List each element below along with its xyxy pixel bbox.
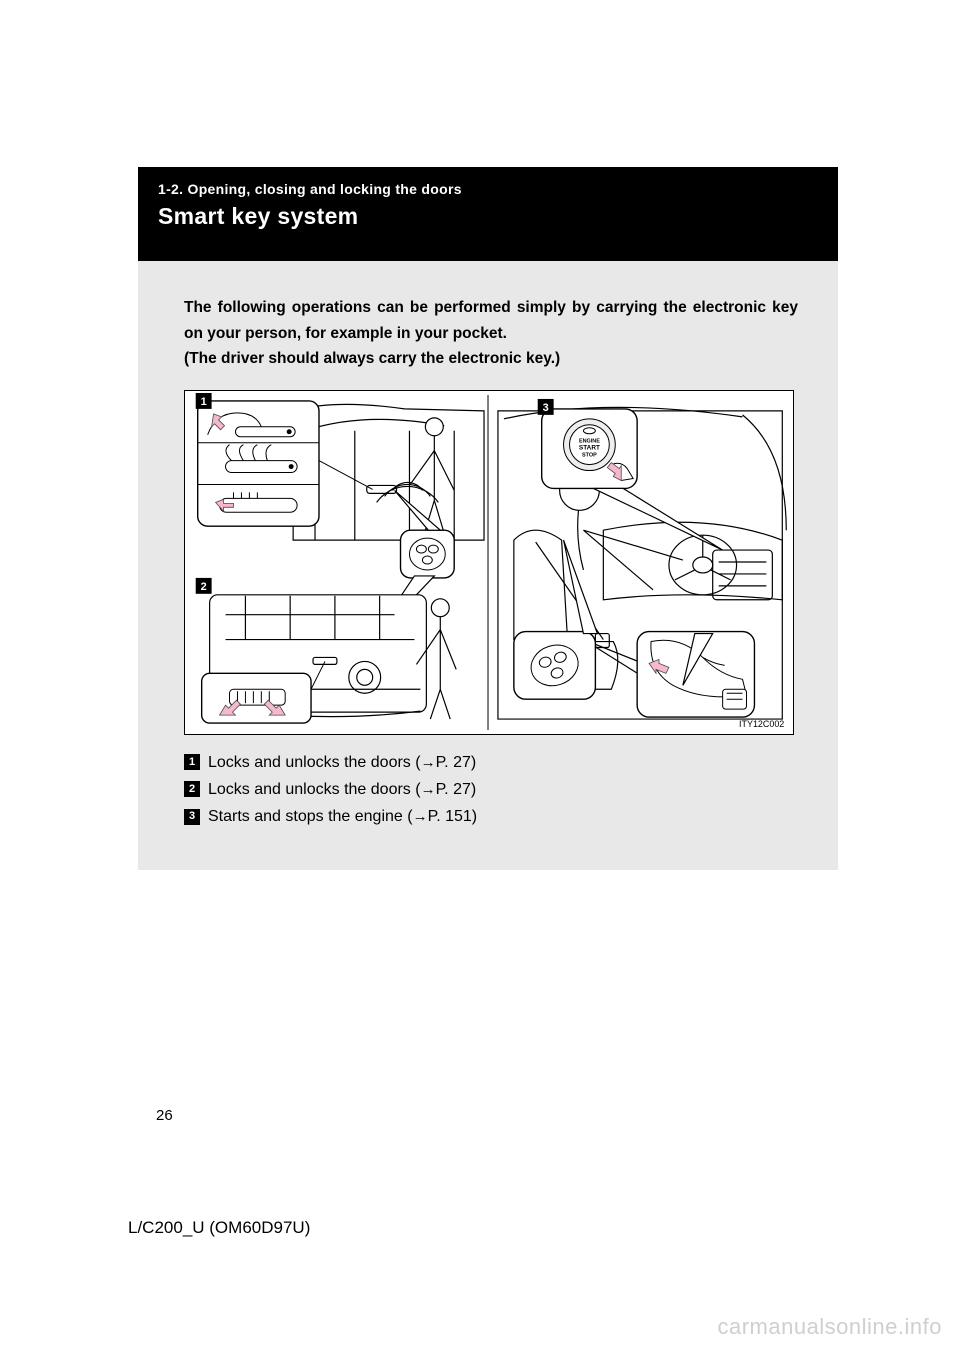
content-panel: The following operations can be performe…	[138, 261, 838, 870]
watermark: carmanualsonline.info	[717, 1314, 942, 1340]
smart-key-diagram-svg: 1	[185, 391, 793, 734]
page-number: 26	[156, 1107, 173, 1124]
figure-image-code: ITY12C002	[739, 719, 784, 729]
intro-line-2: (The driver should always carry the elec…	[184, 350, 560, 367]
engine-btn-l3: STOP	[582, 452, 597, 458]
arrow-icon: →	[421, 754, 436, 771]
list-text: Starts and stops the engine (→P. 151)	[208, 803, 477, 830]
list-item: 3 Starts and stops the engine (→P. 151)	[184, 803, 808, 830]
list-text: Locks and unlocks the doors (→P. 27)	[208, 749, 476, 776]
intro-line-1: The following operations can be performe…	[184, 299, 798, 342]
callout-2: 2	[201, 581, 207, 593]
callout-1: 1	[201, 396, 207, 408]
list-item: 1 Locks and unlocks the doors (→P. 27)	[184, 749, 808, 776]
callout-3: 3	[543, 402, 549, 414]
list-number-box: 3	[184, 809, 200, 825]
manual-code: L/C200_U (OM60D97U)	[128, 1218, 310, 1238]
engine-btn-l2: START	[579, 444, 600, 451]
list-item: 2 Locks and unlocks the doors (→P. 27)	[184, 776, 808, 803]
section-header-bar: 1-2. Opening, closing and locking the do…	[138, 167, 838, 261]
page-root: { "header": { "section_number": "1-2. Op…	[0, 0, 960, 1358]
arrow-icon: →	[413, 808, 428, 825]
list-number-box: 2	[184, 781, 200, 797]
intro-text: The following operations can be performe…	[184, 295, 808, 372]
list-number-box: 1	[184, 754, 200, 770]
operation-list: 1 Locks and unlocks the doors (→P. 27) 2…	[184, 749, 808, 831]
arrow-icon: →	[421, 781, 436, 798]
list-text: Locks and unlocks the doors (→P. 27)	[208, 776, 476, 803]
smart-key-figure: 1	[184, 390, 794, 735]
section-number: 1-2. Opening, closing and locking the do…	[158, 181, 818, 197]
section-title: Smart key system	[158, 203, 818, 230]
